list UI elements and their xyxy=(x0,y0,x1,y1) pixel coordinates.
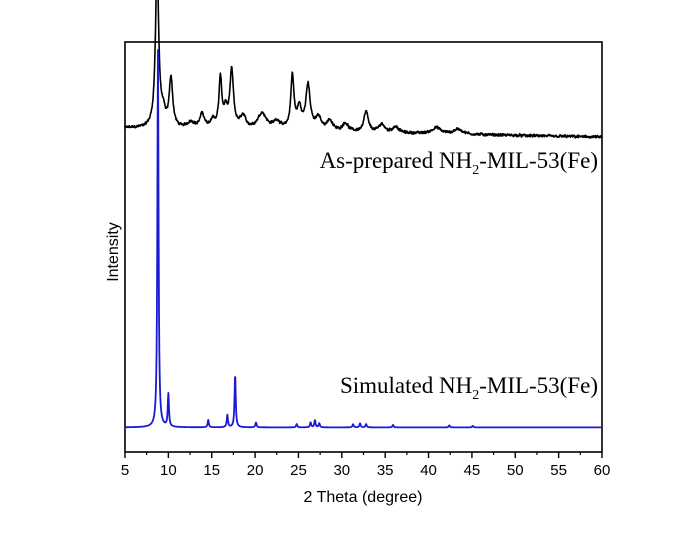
x-tick-label: 45 xyxy=(464,462,481,479)
x-axis-label: 2 Theta (degree) xyxy=(304,489,423,506)
x-tick-label: 55 xyxy=(550,462,567,479)
x-tick-label: 5 xyxy=(121,462,129,479)
x-tick-label: 35 xyxy=(377,462,394,479)
x-tick-label: 50 xyxy=(507,462,524,479)
x-tick-label: 60 xyxy=(594,462,611,479)
series-label-simulated: Simulated NH2-MIL-53(Fe) xyxy=(340,373,598,403)
series-line-simulated xyxy=(124,49,603,429)
x-tick-label: 30 xyxy=(333,462,350,479)
series-line-as-prepared xyxy=(124,0,603,139)
x-tick-label: 15 xyxy=(203,462,220,479)
x-tick-label: 20 xyxy=(247,462,264,479)
series-label-as-prepared: As-prepared NH2-MIL-53(Fe) xyxy=(320,148,598,178)
x-tick-label: 10 xyxy=(160,462,177,479)
y-axis-label: Intensity xyxy=(105,222,122,282)
x-tick-label: 40 xyxy=(420,462,437,479)
x-tick-label: 25 xyxy=(290,462,307,479)
